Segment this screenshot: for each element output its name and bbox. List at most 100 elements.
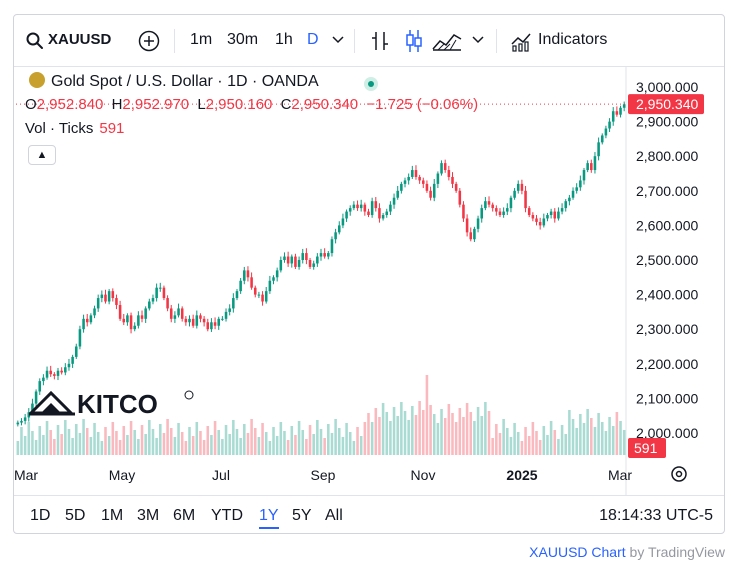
volume-bar [462, 417, 465, 455]
range-1m[interactable]: 1M [101, 507, 124, 524]
volume-bar [392, 407, 396, 455]
volume-bar [546, 435, 549, 455]
candle-body [188, 318, 191, 323]
price-axis-label: 2,700.000 [636, 183, 698, 199]
interval-1m[interactable]: 1m [190, 31, 213, 48]
candle-body [392, 197, 396, 205]
volume-bar [389, 421, 392, 455]
volume-bar [312, 434, 315, 455]
volume-bar [159, 424, 162, 455]
range-6m[interactable]: 6M [173, 507, 196, 524]
volume-bar [557, 439, 560, 455]
settings-gear-icon[interactable] [671, 466, 687, 482]
range-1y[interactable]: 1Y [259, 507, 279, 529]
candle-body [199, 315, 202, 319]
clock[interactable]: 18:14:33 UTC-5 [599, 507, 713, 524]
candle-body [228, 308, 231, 312]
symbol-search[interactable]: XAUUSD [48, 31, 112, 48]
candle-body [137, 315, 140, 326]
volume-bar [498, 433, 502, 455]
volume-badge-label: 591 [634, 440, 658, 456]
volume-bar [34, 440, 38, 455]
candle-body [107, 291, 111, 302]
volume-bar [56, 425, 60, 455]
interval-30m[interactable]: 30m [227, 31, 259, 48]
candle-body [531, 215, 535, 219]
volume-bar [140, 425, 144, 455]
candle-body [78, 329, 82, 347]
volume-bar [316, 420, 319, 455]
area-chart-type-icon[interactable] [432, 31, 462, 51]
candle-body [524, 190, 527, 209]
interval-d[interactable]: D [307, 31, 319, 48]
volume-bar [429, 405, 432, 455]
volume-bar [421, 410, 425, 455]
price-axis-label: 2,500.000 [636, 252, 698, 268]
volume-bar [228, 434, 231, 455]
volume-bar [45, 421, 49, 455]
candle-body [571, 190, 575, 198]
volume-bar [396, 416, 399, 455]
range-all[interactable]: All [325, 507, 343, 524]
candle-body [206, 322, 210, 330]
range-5d[interactable]: 5D [65, 507, 86, 524]
chevron-down-icon[interactable] [472, 36, 484, 44]
range-1d[interactable]: 1D [30, 507, 51, 524]
price-chart[interactable]: 3,000.000 2,900.000 2,800.000 2,700.000 2,60… [14, 15, 724, 495]
candle-body [261, 294, 264, 302]
volume-bar [85, 428, 89, 455]
interval-1h[interactable]: 1h [275, 31, 293, 48]
volume-bar [246, 433, 250, 455]
volume-bar [432, 414, 436, 455]
candle-body [64, 367, 67, 373]
candle-body [224, 311, 228, 319]
time-axis-label: 2025 [506, 467, 537, 483]
volume-bar [275, 436, 279, 455]
compare-add-icon[interactable] [138, 30, 160, 52]
candles-chart-type-icon[interactable] [404, 29, 424, 53]
candle-body [586, 163, 589, 171]
candle-body [239, 280, 242, 292]
candle-body [436, 173, 440, 184]
volume-bar [604, 431, 608, 455]
volume-bar [257, 437, 261, 455]
volume-bar [549, 421, 553, 455]
volume-bar [213, 421, 217, 455]
volume-bar [579, 414, 582, 455]
candle-body [232, 298, 235, 309]
chevron-down-icon[interactable] [332, 36, 344, 44]
volume-bar [169, 428, 173, 455]
candle-body [38, 381, 42, 392]
volume-bar [286, 440, 290, 455]
volume-bar [217, 430, 221, 455]
collapse-legend-button[interactable]: ▲ [28, 145, 56, 165]
candle-body [243, 270, 246, 281]
candle-body [367, 211, 370, 216]
bar-chart-type-icon[interactable] [370, 30, 390, 52]
indicators-icon[interactable] [510, 30, 532, 52]
volume-bar [356, 427, 359, 455]
candle-body [411, 170, 414, 177]
tradingview-attribution[interactable]: XAUUSD Chart by TradingView [529, 544, 725, 560]
candle-body [535, 218, 538, 222]
range-ytd[interactable]: YTD [211, 507, 243, 524]
range-5y[interactable]: 5Y [292, 507, 312, 524]
candle-body [122, 318, 126, 323]
candle-body [272, 277, 275, 281]
volume-bar [568, 410, 571, 455]
search-icon[interactable] [26, 32, 44, 50]
volume-bar [491, 438, 494, 455]
candle-body [509, 197, 513, 209]
indicators-button[interactable]: Indicators [538, 31, 608, 48]
candle-body [253, 287, 257, 295]
volume-bar [126, 435, 129, 455]
volume-bar [82, 419, 85, 455]
candle-body [60, 370, 63, 373]
candle-body [520, 183, 524, 191]
volume-badge [628, 438, 666, 458]
price-axis-label: 2,400.000 [636, 287, 698, 303]
volume-bar [611, 426, 615, 455]
volume-bar [294, 435, 297, 455]
range-3m[interactable]: 3M [137, 507, 160, 524]
candle-body [473, 228, 476, 240]
